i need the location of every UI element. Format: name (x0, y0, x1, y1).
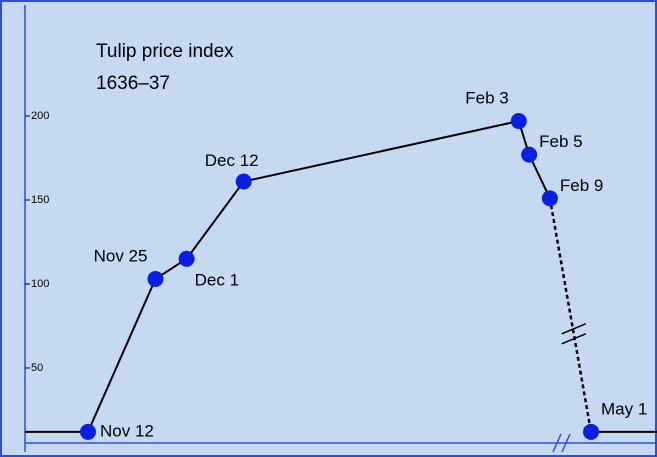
marker (235, 173, 252, 190)
axis-break (552, 433, 571, 453)
point-label: Dec 12 (205, 151, 259, 170)
y-tick-label: 50 (31, 362, 43, 374)
y-tick-label: 200 (31, 110, 49, 122)
line-break (561, 323, 587, 335)
marker (521, 146, 538, 163)
marker (541, 190, 558, 207)
line-break (561, 333, 587, 345)
marker (510, 113, 527, 130)
marker (178, 250, 195, 267)
break-stroke (552, 433, 562, 453)
dotted-line (548, 198, 593, 433)
point-label: Nov 25 (94, 246, 148, 265)
y-tick-label: 100 (31, 278, 49, 290)
marker (583, 423, 599, 440)
chart-subtitle: 1636–37 (96, 73, 170, 94)
point-label: May 1 (601, 399, 647, 418)
point-label: Feb 5 (539, 132, 582, 151)
break-stroke (561, 433, 571, 453)
point-label: Dec 1 (195, 270, 239, 289)
point-label: Feb 3 (465, 89, 508, 108)
y-tick-label: 150 (31, 194, 49, 206)
point-label: Feb 9 (560, 176, 603, 195)
marker (147, 270, 164, 287)
chart-title: Tulip price index (96, 41, 234, 62)
marker (80, 423, 96, 440)
point-label: Nov 12 (100, 421, 154, 440)
